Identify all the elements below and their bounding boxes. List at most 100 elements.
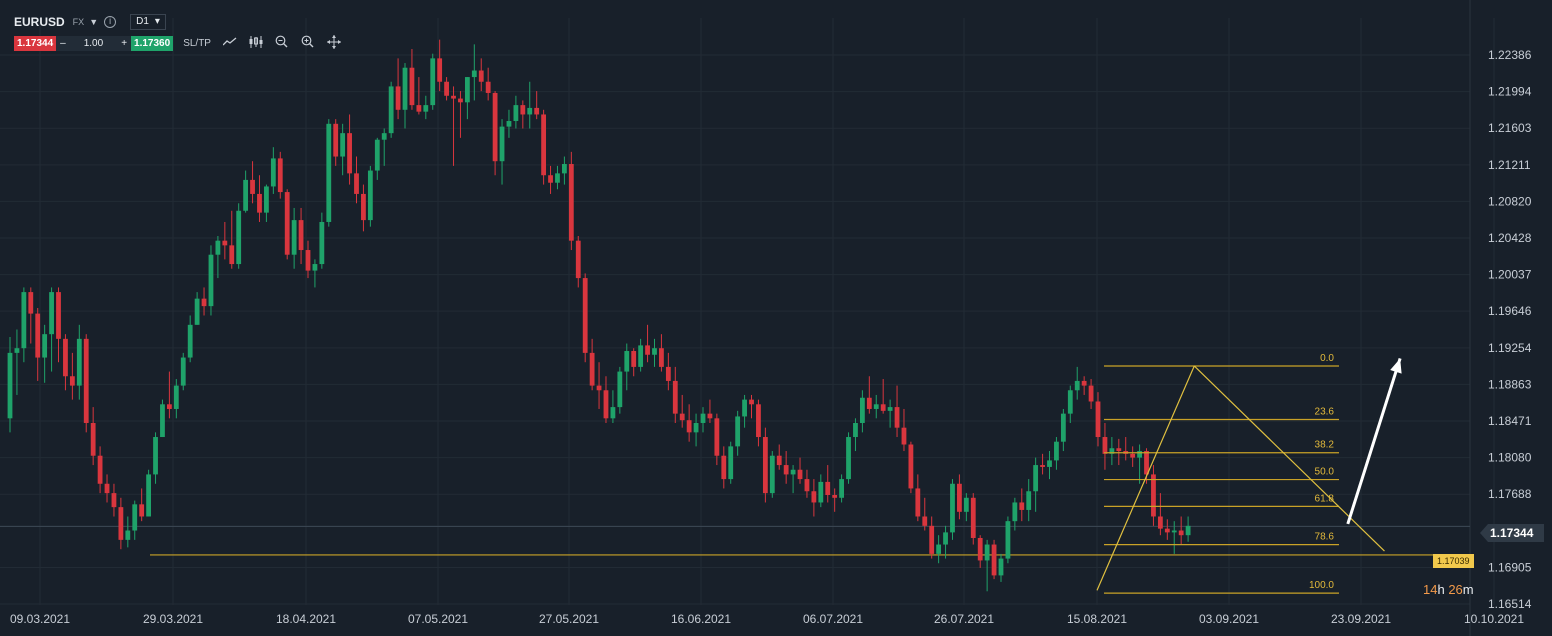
candle-down [1102, 437, 1108, 454]
info-icon[interactable]: i [104, 16, 117, 28]
candle-down [915, 488, 921, 517]
candle-up [374, 139, 380, 171]
candle-down [485, 81, 491, 93]
candle-down [458, 98, 463, 103]
quantity-stepper[interactable]: – 1.00 + [56, 35, 132, 51]
candle-up [132, 504, 138, 531]
forecast-arrow[interactable] [1346, 358, 1402, 525]
sell-button[interactable]: 1.17344 [14, 35, 57, 51]
candle-up [1054, 441, 1059, 461]
candle-up [194, 298, 200, 325]
candle-down [1130, 453, 1136, 458]
y-tick-label: 1.18863 [1488, 377, 1532, 391]
candle-up [700, 413, 706, 423]
candle-down [520, 105, 526, 115]
candle-up [950, 483, 955, 533]
sltp-button[interactable]: SL/TP [183, 37, 211, 49]
countdown-hours-unit: h [1437, 582, 1445, 597]
candle-down [707, 413, 713, 419]
y-tick-label: 1.19646 [1488, 304, 1532, 318]
candle-up [153, 437, 158, 475]
candle-down [305, 250, 311, 271]
candle-up [471, 70, 477, 78]
candle-down [492, 92, 498, 162]
candle-down [749, 399, 754, 405]
quantity-value[interactable]: 1.00 [83, 37, 104, 49]
increase-button[interactable]: + [121, 37, 128, 49]
candle-up [312, 264, 318, 271]
trendlines[interactable] [1096, 365, 1385, 591]
candle-down [416, 105, 422, 112]
candle-down [534, 107, 540, 115]
candle-down [69, 376, 75, 386]
candle-down [548, 175, 553, 183]
x-tick-label: 09.03.2021 [10, 612, 70, 626]
candle-down [762, 437, 768, 494]
candle-up [291, 220, 297, 255]
x-tick-label: 03.09.2021 [1199, 612, 1259, 626]
candle-up [1060, 413, 1066, 442]
candle-up [243, 179, 249, 211]
y-tick-label: 1.18080 [1488, 451, 1532, 465]
candle-up [859, 397, 865, 423]
y-tick-label: 1.20037 [1488, 268, 1532, 282]
line-chart-icon[interactable] [222, 36, 237, 50]
x-tick-label: 23.09.2021 [1331, 612, 1391, 626]
candle-down [83, 338, 89, 423]
zoom-out-icon[interactable] [275, 35, 289, 51]
zoom-in-icon[interactable] [301, 35, 315, 51]
market-label: FX [72, 17, 85, 27]
symbol-label[interactable]: EURUSD [14, 15, 65, 29]
candle-down [284, 192, 290, 255]
horizontal-level-line[interactable] [0, 525, 1470, 556]
candle-down [1116, 448, 1122, 452]
candle-down [347, 133, 352, 174]
candle-up [506, 121, 512, 127]
candle-up [367, 170, 373, 221]
candle-down [568, 164, 574, 241]
chevron-down-icon[interactable]: ▼ [89, 17, 99, 27]
fibonacci-retracement[interactable]: 0.0 23.6 38.2 50.0 61.8 78.6 100.0 [1104, 353, 1339, 594]
candle-down [970, 497, 976, 538]
candle-down [166, 404, 172, 409]
candle-down [866, 397, 872, 409]
candle-up [728, 446, 734, 480]
candle-up [1171, 530, 1177, 533]
candle-up [146, 474, 151, 517]
candle-down [582, 278, 588, 353]
y-tick-label: 1.21211 [1488, 158, 1531, 172]
candle-up [21, 292, 27, 349]
trendline [1096, 365, 1195, 591]
fib-level-label: 38.2 [1315, 440, 1335, 451]
y-tick-label: 1.19254 [1488, 341, 1532, 355]
candle-down [437, 58, 443, 82]
candle-up [527, 107, 533, 115]
decrease-button[interactable]: – [60, 37, 66, 49]
buy-button[interactable]: 1.17360 [131, 35, 174, 51]
candle-down [832, 494, 838, 498]
candle-down [257, 193, 262, 213]
candle-up [873, 404, 879, 409]
candle-down [811, 491, 817, 503]
candle-up [984, 544, 990, 561]
candle-up [14, 348, 20, 353]
candle-down [929, 525, 935, 554]
candle-up [1109, 448, 1115, 454]
candle-up [555, 173, 560, 183]
candle-up [617, 371, 623, 408]
candle-down [804, 479, 810, 492]
candle-down [1095, 401, 1101, 438]
candle-up [562, 164, 567, 174]
candle-down [603, 390, 609, 419]
candle-down [894, 407, 900, 428]
candle-up [839, 479, 844, 498]
candle-down [1157, 516, 1163, 529]
candle-down [797, 469, 803, 480]
candles-icon[interactable] [249, 35, 263, 51]
candle-down [1040, 465, 1045, 467]
move-icon[interactable] [326, 34, 341, 52]
x-tick-label: 27.05.2021 [539, 612, 599, 626]
timeframe-select[interactable]: D1 ▾ [130, 14, 166, 30]
candle-down [1178, 530, 1184, 536]
